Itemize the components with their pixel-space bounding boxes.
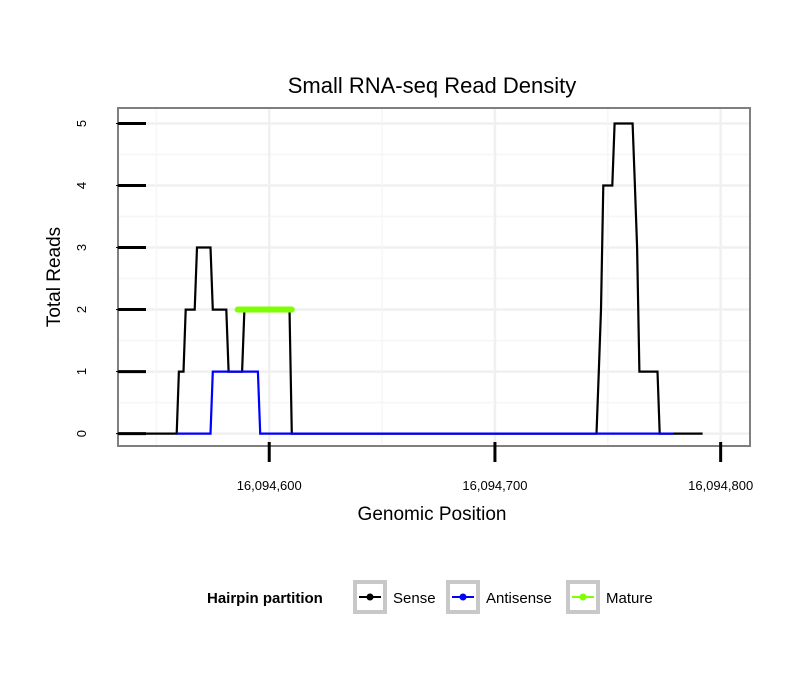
y-axis: 0 1 2 3 4 5 (74, 120, 146, 437)
series-sense-line (145, 122, 703, 435)
legend: Hairpin partition Sense Antisense Mature (207, 580, 653, 614)
legend-key-mature-dot (579, 593, 587, 601)
legend-key-antisense-dot (459, 593, 467, 601)
legend-label-antisense: Antisense (486, 590, 552, 607)
legend-key-sense-dot (366, 593, 374, 601)
x-axis: 16,094,600 16,094,700 16,094,800 (237, 442, 753, 493)
legend-label-mature: Mature (606, 590, 653, 607)
series-antisense-line (176, 370, 674, 435)
x-axis-title: Genomic Position (358, 504, 507, 525)
y-tick-label-2: 2 (74, 306, 89, 313)
y-axis-title: Total Reads (44, 227, 65, 327)
y-tick-label-0: 0 (74, 430, 89, 437)
legend-title: Hairpin partition (207, 590, 323, 607)
y-tick-label-3: 3 (74, 244, 89, 251)
y-tick-label-4: 4 (74, 182, 89, 189)
plot-border (117, 107, 751, 447)
x-tick-label-2: 16,094,800 (688, 478, 753, 493)
y-tick-label-1: 1 (74, 368, 89, 375)
x-tick-label-1: 16,094,700 (462, 478, 527, 493)
plot-panel (118, 108, 750, 446)
legend-label-sense: Sense (393, 590, 436, 607)
chart-title: Small RNA-seq Read Density (288, 73, 577, 98)
series-layer (145, 122, 703, 435)
x-tick-label-0: 16,094,600 (237, 478, 302, 493)
y-tick-label-5: 5 (74, 120, 89, 127)
